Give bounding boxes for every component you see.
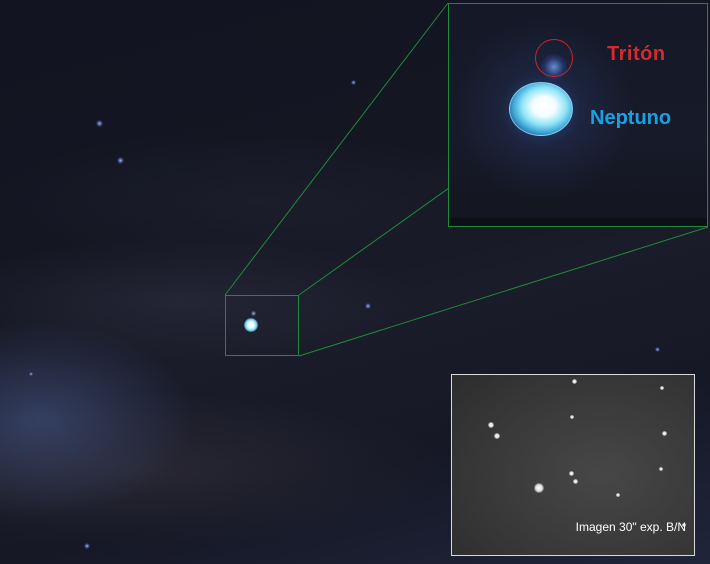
neptune-bw: [534, 483, 544, 493]
bw-star: [682, 523, 686, 527]
background-star: [96, 120, 103, 127]
zoom-selection-box: [225, 295, 299, 356]
bw-caption: Imagen 30" exp. B/N: [575, 520, 686, 534]
bw-star: [662, 431, 667, 436]
bw-star: [569, 471, 574, 476]
background-star: [365, 303, 371, 309]
neptune-planet-small: [244, 318, 258, 332]
zoom-inset-panel: Tritón Neptuno: [448, 3, 708, 227]
neptuno-label: Neptuno: [590, 107, 672, 129]
inset-bottom-band: [449, 218, 707, 226]
neptune-planet: [509, 82, 573, 136]
background-star: [84, 543, 90, 549]
bw-star: [616, 493, 620, 497]
triton-label: Tritón: [607, 43, 666, 65]
bw-star: [659, 467, 663, 471]
background-star: [117, 157, 124, 164]
bw-star: [573, 479, 578, 484]
bw-star: [494, 433, 500, 439]
bw-star: [660, 386, 664, 390]
bw-star: [570, 415, 574, 419]
background-star: [655, 347, 660, 352]
triton-moon-small: [251, 311, 256, 316]
background-star: [351, 80, 356, 85]
bw-exposure-inset: Imagen 30" exp. B/N: [451, 374, 695, 556]
bw-star: [488, 422, 494, 428]
triton-marker-circle: [535, 39, 573, 77]
bw-star: [572, 379, 577, 384]
background-star: [29, 372, 33, 376]
